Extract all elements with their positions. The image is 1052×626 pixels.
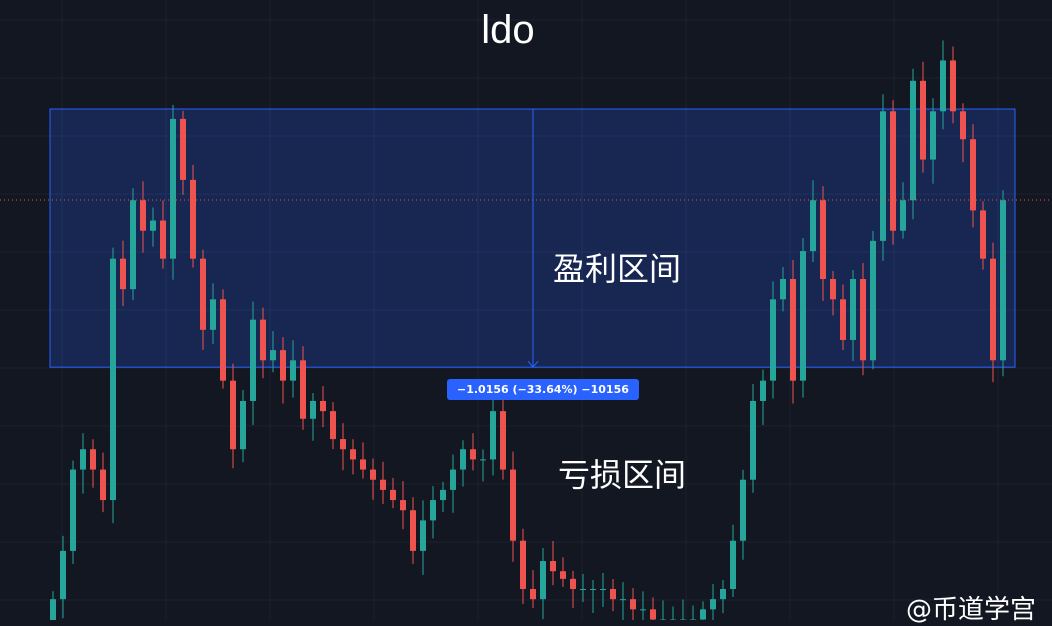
candle-body bbox=[630, 599, 636, 610]
candle-body bbox=[300, 360, 306, 419]
candle-body bbox=[370, 469, 376, 480]
candle-body bbox=[510, 469, 516, 541]
candle-body bbox=[640, 609, 646, 611]
candle-body bbox=[970, 139, 976, 211]
candle-body bbox=[700, 609, 706, 620]
candle-body bbox=[930, 111, 936, 160]
candle-body bbox=[470, 449, 476, 460]
candle-body bbox=[770, 299, 776, 381]
candle-body bbox=[400, 500, 406, 511]
candle-body bbox=[120, 258, 126, 290]
candle-body bbox=[70, 469, 76, 551]
candle-body bbox=[320, 400, 326, 412]
candle-body bbox=[620, 599, 626, 601]
candle-body bbox=[450, 469, 456, 490]
candle-body bbox=[480, 459, 486, 461]
candle-body bbox=[380, 479, 386, 490]
candle-body bbox=[740, 479, 746, 541]
profit-zone-label: 盈利区间 bbox=[553, 250, 682, 288]
candle-body bbox=[760, 380, 766, 401]
candle-body bbox=[890, 111, 896, 231]
measure-arrow-head bbox=[527, 360, 539, 368]
candle-body bbox=[140, 200, 146, 231]
candle-body bbox=[100, 469, 106, 501]
candle-body bbox=[360, 459, 366, 470]
candle-body bbox=[50, 599, 56, 620]
candle-body bbox=[160, 220, 166, 259]
candle-body bbox=[710, 599, 716, 610]
candle-body bbox=[260, 319, 266, 361]
candle-body bbox=[870, 240, 876, 361]
chart-title: ldo bbox=[481, 8, 535, 52]
candle-body bbox=[560, 571, 566, 579]
candle-body bbox=[520, 540, 526, 589]
candle-body bbox=[580, 589, 586, 590]
candle-body bbox=[110, 258, 116, 501]
candle-body bbox=[720, 589, 726, 600]
candle-body bbox=[500, 411, 506, 470]
candle-body bbox=[590, 589, 596, 590]
candle-body bbox=[980, 210, 986, 259]
candle-body bbox=[270, 350, 276, 361]
candle-body bbox=[920, 80, 926, 160]
candle-body bbox=[290, 360, 296, 381]
candle-body bbox=[830, 279, 836, 300]
candle-body bbox=[1000, 200, 1006, 361]
candle-body bbox=[310, 400, 316, 419]
candle-body bbox=[840, 299, 846, 340]
watermark: @币道学宫 bbox=[905, 595, 1036, 625]
candle-body bbox=[940, 60, 946, 112]
candle-body bbox=[800, 251, 806, 381]
candle-body bbox=[280, 350, 286, 381]
candle-body bbox=[850, 279, 856, 340]
candle-body bbox=[80, 449, 86, 470]
candle-body bbox=[430, 500, 436, 521]
candle-body bbox=[910, 80, 916, 201]
candle-body bbox=[390, 489, 396, 501]
candle-body bbox=[460, 449, 466, 470]
candle-body bbox=[170, 118, 176, 259]
candle-body bbox=[730, 540, 736, 589]
candle-body bbox=[600, 589, 606, 590]
loss-zone-label: 亏损区间 bbox=[558, 456, 687, 494]
candle-body bbox=[790, 279, 796, 381]
candle-body bbox=[190, 179, 196, 259]
candle-body bbox=[490, 411, 496, 460]
candle-body bbox=[610, 589, 616, 600]
candle-body bbox=[210, 299, 216, 330]
candle-body bbox=[250, 319, 256, 401]
candle-body bbox=[180, 118, 186, 180]
measure-label: −1.0156 (−33.64%) −10156 bbox=[447, 379, 639, 400]
candle-body bbox=[420, 520, 426, 551]
candle-body bbox=[90, 449, 96, 470]
candle-body bbox=[780, 279, 786, 300]
candle-body bbox=[990, 258, 996, 361]
candle-body bbox=[820, 200, 826, 279]
candle-body bbox=[60, 550, 66, 600]
candle-body bbox=[240, 400, 246, 450]
candle-body bbox=[960, 111, 966, 140]
candle-body bbox=[230, 380, 236, 450]
candle-body bbox=[440, 489, 446, 501]
candle-body bbox=[810, 200, 816, 252]
candle-body bbox=[540, 561, 546, 600]
candle-body bbox=[130, 200, 136, 290]
candle-body bbox=[330, 411, 336, 440]
candle-body bbox=[900, 200, 906, 231]
candle-body bbox=[650, 609, 656, 620]
candle-body bbox=[880, 111, 886, 241]
candle-body bbox=[220, 299, 226, 381]
candle-body bbox=[410, 510, 416, 551]
candle-body bbox=[950, 60, 956, 112]
candle-body bbox=[750, 400, 756, 480]
candle-body bbox=[350, 449, 356, 460]
candle-body bbox=[550, 561, 556, 572]
candle-body bbox=[340, 439, 346, 450]
candle-body bbox=[150, 220, 156, 231]
candle-body bbox=[570, 578, 576, 589]
candle-body bbox=[530, 589, 536, 600]
candle-body bbox=[860, 279, 866, 361]
candle-body bbox=[200, 258, 206, 330]
